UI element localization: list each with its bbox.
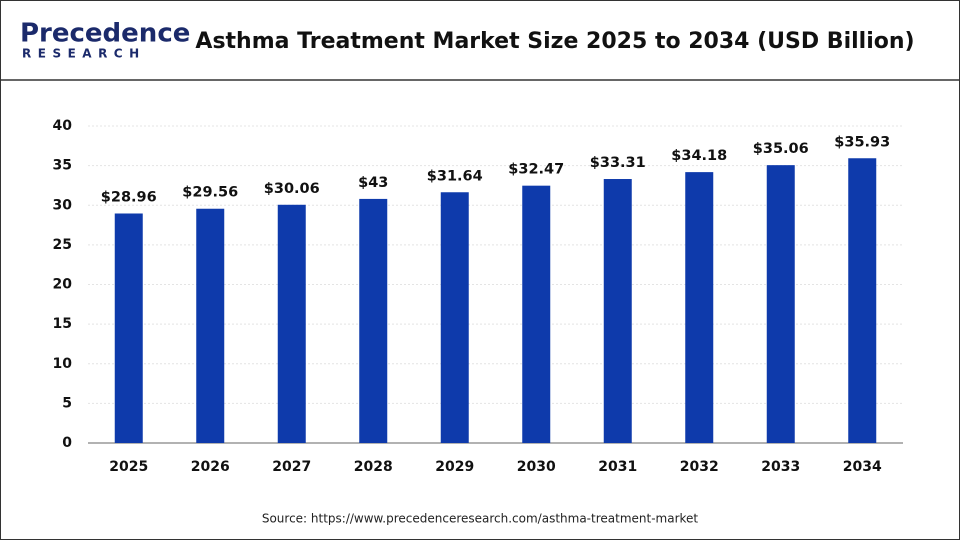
- value-label: $30.06: [264, 181, 320, 197]
- bar: [766, 165, 795, 443]
- x-tick-label: 2032: [680, 459, 719, 475]
- y-tick-label: 25: [53, 237, 72, 253]
- logo-tagline: RESEARCH: [22, 47, 146, 61]
- x-tick-label: 2025: [109, 459, 148, 475]
- bar: [359, 198, 388, 443]
- x-tick-label: 2029: [435, 459, 474, 475]
- bar: [603, 179, 632, 443]
- y-tick-label: 20: [53, 277, 73, 293]
- value-label: $43: [358, 175, 388, 191]
- value-label: $32.47: [508, 162, 564, 178]
- y-tick-label: 40: [53, 118, 73, 134]
- bar: [196, 208, 225, 443]
- x-tick-label: 2031: [598, 459, 637, 475]
- x-tick-label: 2027: [272, 459, 311, 475]
- source: Source: https://www.precedenceresearch.c…: [262, 512, 699, 526]
- value-label: $29.56: [182, 185, 238, 201]
- x-tick-label: 2028: [354, 459, 393, 475]
- y-tick-label: 15: [53, 316, 72, 332]
- bar: [277, 204, 306, 443]
- value-label: $28.96: [101, 189, 157, 205]
- bar: [848, 158, 877, 443]
- y-tick-label: 5: [62, 395, 72, 411]
- value-label: $31.64: [427, 168, 483, 184]
- x-tick-label: 2034: [843, 459, 882, 475]
- bar: [685, 172, 714, 443]
- y-tick-label: 35: [53, 158, 72, 174]
- y-tick-label: 30: [53, 197, 73, 213]
- x-tick-label: 2030: [517, 459, 556, 475]
- value-label: $35.93: [834, 134, 890, 150]
- value-label: $35.06: [753, 141, 809, 157]
- value-label: $33.31: [590, 155, 646, 171]
- bar: [440, 192, 469, 443]
- value-label: $34.18: [671, 148, 727, 164]
- x-tick-label: 2026: [191, 459, 230, 475]
- chart-title: Asthma Treatment Market Size 2025 to 203…: [195, 29, 914, 54]
- bar: [522, 185, 551, 444]
- y-tick-label: 0: [62, 435, 72, 451]
- logo-name: Precedence: [20, 19, 190, 49]
- x-tick-label: 2033: [761, 459, 800, 475]
- bar: [114, 213, 143, 443]
- y-tick-label: 10: [53, 356, 73, 372]
